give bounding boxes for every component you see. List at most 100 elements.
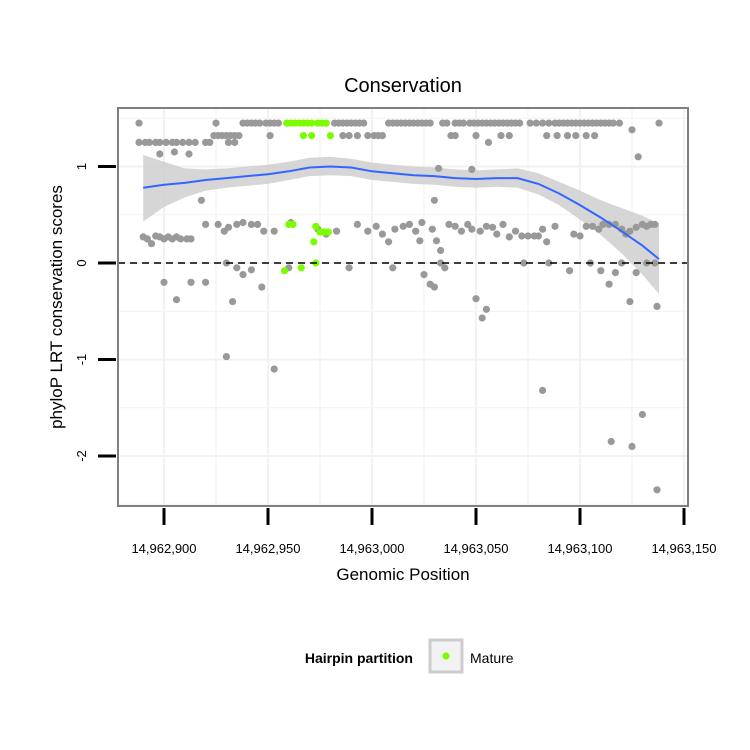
point xyxy=(172,138,181,146)
point xyxy=(239,218,247,227)
point xyxy=(576,232,584,240)
point xyxy=(214,220,222,228)
mature-point xyxy=(308,119,316,127)
point xyxy=(224,138,233,146)
point xyxy=(378,132,386,140)
point xyxy=(609,119,617,127)
point xyxy=(599,220,607,228)
point xyxy=(526,119,534,127)
point xyxy=(333,227,341,235)
point xyxy=(197,196,205,204)
point xyxy=(378,230,386,238)
point xyxy=(457,227,465,235)
legend-key-mature-dot xyxy=(442,652,450,660)
point xyxy=(420,271,428,279)
legend-title: Hairpin partition xyxy=(305,650,413,666)
point xyxy=(591,132,599,140)
mature-point xyxy=(297,264,305,272)
point xyxy=(353,220,361,228)
point xyxy=(416,237,424,245)
y-axis: -2 -1 0 1 xyxy=(74,163,116,462)
point xyxy=(451,222,459,230)
point xyxy=(464,220,472,228)
y-tick-label: -1 xyxy=(74,354,89,366)
point xyxy=(206,138,214,146)
point xyxy=(437,246,445,255)
point xyxy=(441,264,449,272)
point xyxy=(360,119,368,127)
point xyxy=(595,225,603,233)
point xyxy=(532,119,540,127)
point xyxy=(478,314,486,322)
legend: Hairpin partition Mature xyxy=(305,638,514,674)
point xyxy=(611,269,620,277)
smooth-line xyxy=(143,165,660,260)
point xyxy=(563,132,572,140)
point xyxy=(428,225,436,233)
x-tick-label: 14,962,900 xyxy=(131,541,196,556)
point xyxy=(185,138,193,146)
point xyxy=(482,305,490,313)
point xyxy=(484,138,493,146)
point xyxy=(632,223,640,231)
point xyxy=(191,138,199,146)
point xyxy=(256,119,264,127)
confidence-ribbon-layer xyxy=(143,154,659,294)
plot-panel xyxy=(117,107,689,507)
point xyxy=(539,119,547,127)
point xyxy=(628,442,636,450)
point xyxy=(187,278,195,286)
y-tick-label: 0 xyxy=(74,259,89,266)
point xyxy=(254,220,262,228)
point xyxy=(353,132,361,140)
point xyxy=(345,132,353,140)
mature-point xyxy=(308,132,316,140)
point xyxy=(247,220,255,228)
point xyxy=(224,223,233,231)
point xyxy=(543,132,551,140)
point xyxy=(172,296,181,304)
point xyxy=(270,365,278,373)
point xyxy=(489,223,497,231)
x-tick-label: 14,963,000 xyxy=(339,541,404,556)
point xyxy=(505,233,513,241)
point xyxy=(615,119,624,127)
point xyxy=(653,302,661,310)
point xyxy=(588,222,597,230)
point xyxy=(545,119,553,127)
point xyxy=(570,230,578,238)
point xyxy=(545,259,553,267)
points-layer xyxy=(135,119,663,494)
point xyxy=(389,264,397,272)
point xyxy=(405,220,413,228)
point xyxy=(372,222,380,230)
mature-point xyxy=(322,119,330,127)
point xyxy=(634,153,642,161)
point xyxy=(231,138,239,146)
point xyxy=(605,280,613,288)
point xyxy=(239,271,247,279)
point xyxy=(345,264,353,272)
y-tick-label: 1 xyxy=(74,163,89,170)
chart-title: Conservation xyxy=(344,75,462,97)
point xyxy=(632,269,640,277)
point xyxy=(607,437,615,446)
point xyxy=(177,235,185,243)
point xyxy=(655,119,663,127)
point xyxy=(170,148,178,156)
point xyxy=(520,259,528,267)
point xyxy=(233,264,241,272)
point xyxy=(534,232,543,240)
point xyxy=(518,232,526,240)
panel-border xyxy=(117,107,689,507)
point xyxy=(233,220,241,228)
point xyxy=(572,132,580,140)
point xyxy=(539,225,547,233)
point xyxy=(399,222,407,230)
y-tick-label: -2 xyxy=(74,450,89,462)
x-tick-label: 14,962,950 xyxy=(235,541,300,556)
point xyxy=(145,138,153,146)
point xyxy=(582,132,590,140)
y-axis-title: phyloP LRT conservation scores xyxy=(47,185,66,429)
point xyxy=(597,267,605,275)
